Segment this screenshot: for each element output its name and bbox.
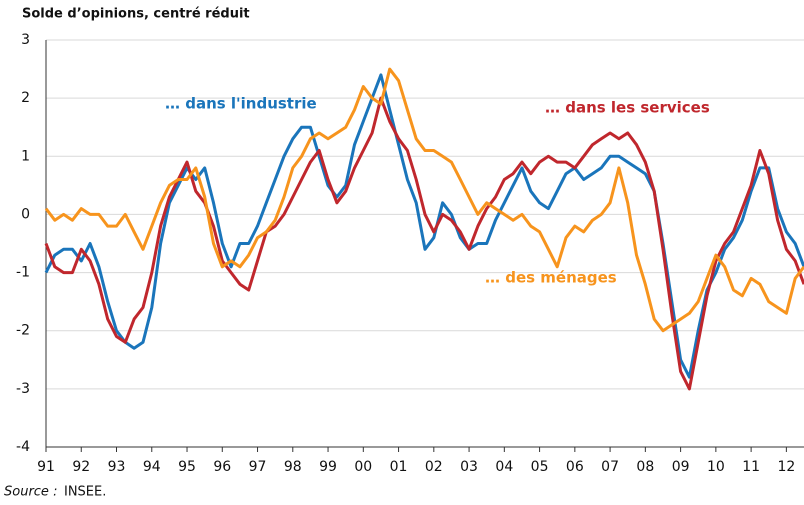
x-tick-label: 95 — [178, 459, 196, 475]
x-tick-label: 09 — [672, 459, 690, 475]
source-label: Source : — [4, 485, 57, 500]
y-tick-label: 1 — [21, 148, 30, 164]
x-tick-label: 91 — [37, 459, 55, 475]
x-tick-label: 92 — [72, 459, 90, 475]
y-tick-label: 2 — [21, 90, 30, 106]
x-tick-label: 93 — [108, 459, 126, 475]
y-tick-label: -4 — [16, 439, 30, 455]
x-tick-label: 08 — [636, 459, 654, 475]
y-tick-label: -2 — [16, 323, 30, 339]
x-tick-label: 01 — [390, 459, 408, 475]
y-tick-label: 0 — [21, 206, 30, 222]
x-tick-label: 94 — [143, 459, 161, 475]
x-tick-label: 03 — [460, 459, 478, 475]
x-tick-label: 07 — [601, 459, 619, 475]
x-tick-label: 02 — [425, 459, 443, 475]
source: INSEE. — [64, 485, 106, 500]
x-tick-label: 12 — [777, 459, 795, 475]
x-tick-label: 11 — [742, 459, 760, 475]
x-tick-label: 10 — [707, 459, 725, 475]
y-tick-label: -1 — [16, 265, 30, 281]
x-tick-label: 99 — [319, 459, 337, 475]
x-tick-label: 96 — [213, 459, 231, 475]
series-line — [44, 67, 804, 333]
series-line — [44, 73, 804, 379]
chart-title: Solde d’opinions, centré réduit — [22, 7, 250, 22]
x-tick-label: 97 — [249, 459, 267, 475]
x-tick-label: 06 — [566, 459, 584, 475]
series-label: … des ménages — [485, 269, 617, 287]
x-tick-label: 98 — [284, 459, 302, 475]
series-label: … dans les services — [545, 99, 710, 117]
x-tick-label: 04 — [495, 459, 513, 475]
series-label: … dans l'industrie — [165, 95, 317, 113]
x-tick-label: 05 — [531, 459, 549, 475]
y-tick-label: 3 — [21, 32, 30, 48]
x-tick-label: 00 — [354, 459, 372, 475]
y-tick-label: -3 — [16, 381, 30, 397]
series-line — [44, 96, 804, 391]
